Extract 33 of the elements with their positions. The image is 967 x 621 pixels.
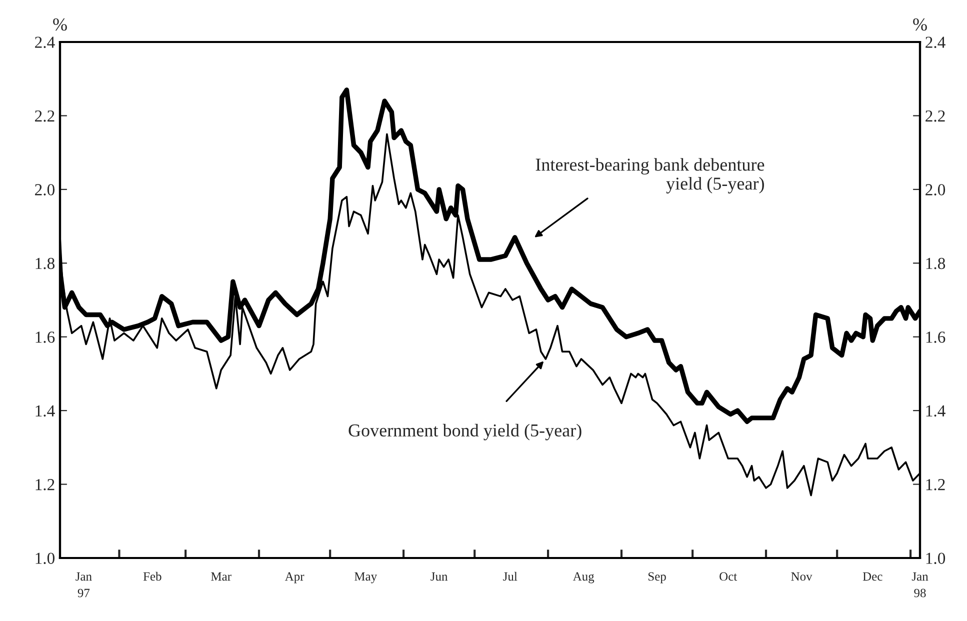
x-tick-label: Aug: [572, 572, 594, 584]
y2-tick-label: 2.2: [926, 110, 945, 122]
y-tick-label: 1.6: [36, 332, 55, 343]
x-tick-label: Mar: [211, 572, 232, 581]
y-tick-label: 2.4: [35, 36, 55, 48]
x-tick-label: Feb: [143, 572, 162, 581]
y2-tick-label: 1.8: [926, 258, 946, 270]
y-tick-label: 1.0: [36, 552, 55, 564]
y-tick-label: 1.2: [36, 479, 54, 490]
x-tick-label: Dec: [862, 572, 882, 581]
x-tick-label: May: [354, 572, 378, 584]
x-tick-label: Nov: [791, 572, 812, 581]
annotation: Government bond yield (5-year): [348, 424, 582, 440]
x-tick-label: Apr: [284, 572, 304, 584]
x-tick-label: Jun: [430, 572, 448, 581]
x-tick-label: Jan 97: [76, 572, 92, 598]
x-tick-label: Jan 98: [912, 572, 928, 598]
x-tick-label: Jul: [503, 572, 518, 581]
y2-tick-label: 2.4: [926, 36, 946, 48]
y2-tick-label: 2.0: [926, 184, 946, 196]
annotation: Interest-bearing bank debenture yield (5-year): [536, 158, 764, 194]
y-tick-label: 1.4: [36, 405, 55, 417]
x-tick-label: Oct: [720, 572, 738, 581]
y-tick-label: 1.8: [36, 258, 55, 270]
y2-tick-label: 1.4: [926, 405, 946, 417]
y2-tick-label: 1.2: [926, 479, 945, 490]
y2-tick-label: 1.0: [926, 552, 946, 564]
y2-axis-title: %: [913, 18, 927, 31]
y-tick-label: 2.2: [35, 110, 54, 122]
y2-tick-label: 1.6: [926, 332, 946, 343]
y-axis-title: %: [53, 18, 67, 31]
y-tick-label: 2.0: [35, 184, 55, 196]
x-tick-label: Sep: [648, 572, 666, 584]
